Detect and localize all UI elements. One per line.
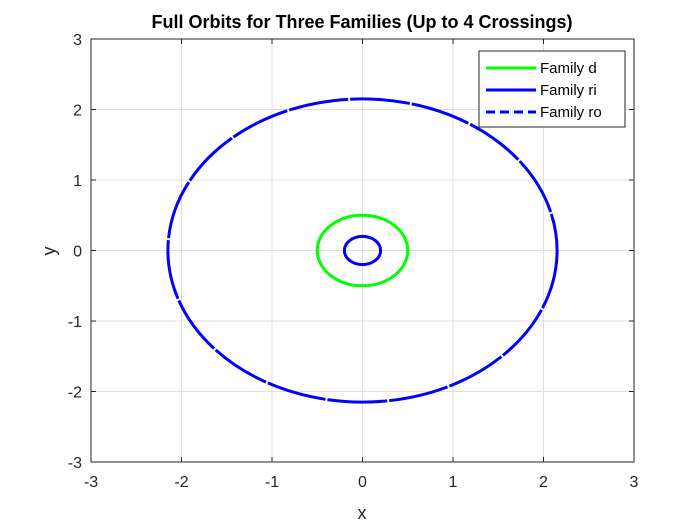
- y-tick-label: -2: [68, 385, 82, 402]
- y-tick-label: -1: [68, 314, 82, 331]
- y-tick-label: 3: [73, 32, 82, 49]
- orbit-family-ri: [342, 234, 383, 267]
- legend-label: Family d: [540, 60, 597, 77]
- y-tick-label: 0: [73, 244, 82, 261]
- legend-label: Family ri: [540, 82, 597, 99]
- legend: Family d Family ri Family ro: [478, 50, 626, 128]
- x-tick-label: 1: [449, 474, 458, 491]
- x-tick-label: 3: [630, 474, 639, 491]
- tick-labels: -3 -2 -1 0 1 2 3 -3 -2 -1 0 1 2 3: [68, 32, 639, 491]
- legend-label: Family ro: [540, 104, 602, 121]
- tick-marks: [90, 38, 635, 463]
- x-axis-label: x: [358, 503, 367, 523]
- y-axis-label: y: [39, 247, 59, 256]
- x-tick-label: 0: [358, 474, 367, 491]
- orbit-family-ro: [166, 97, 559, 404]
- orbit-family-d: [315, 213, 410, 288]
- y-tick-label: 2: [73, 103, 82, 120]
- series-layer: [166, 97, 559, 404]
- x-tick-label: -1: [265, 474, 279, 491]
- x-tick-label: 2: [539, 474, 548, 491]
- chart-title: Full Orbits for Three Families (Up to 4 …: [151, 12, 572, 32]
- x-tick-label: -3: [84, 474, 98, 491]
- x-tick-label: -2: [174, 474, 188, 491]
- y-tick-label: 1: [73, 173, 82, 190]
- y-tick-label: -3: [68, 455, 82, 472]
